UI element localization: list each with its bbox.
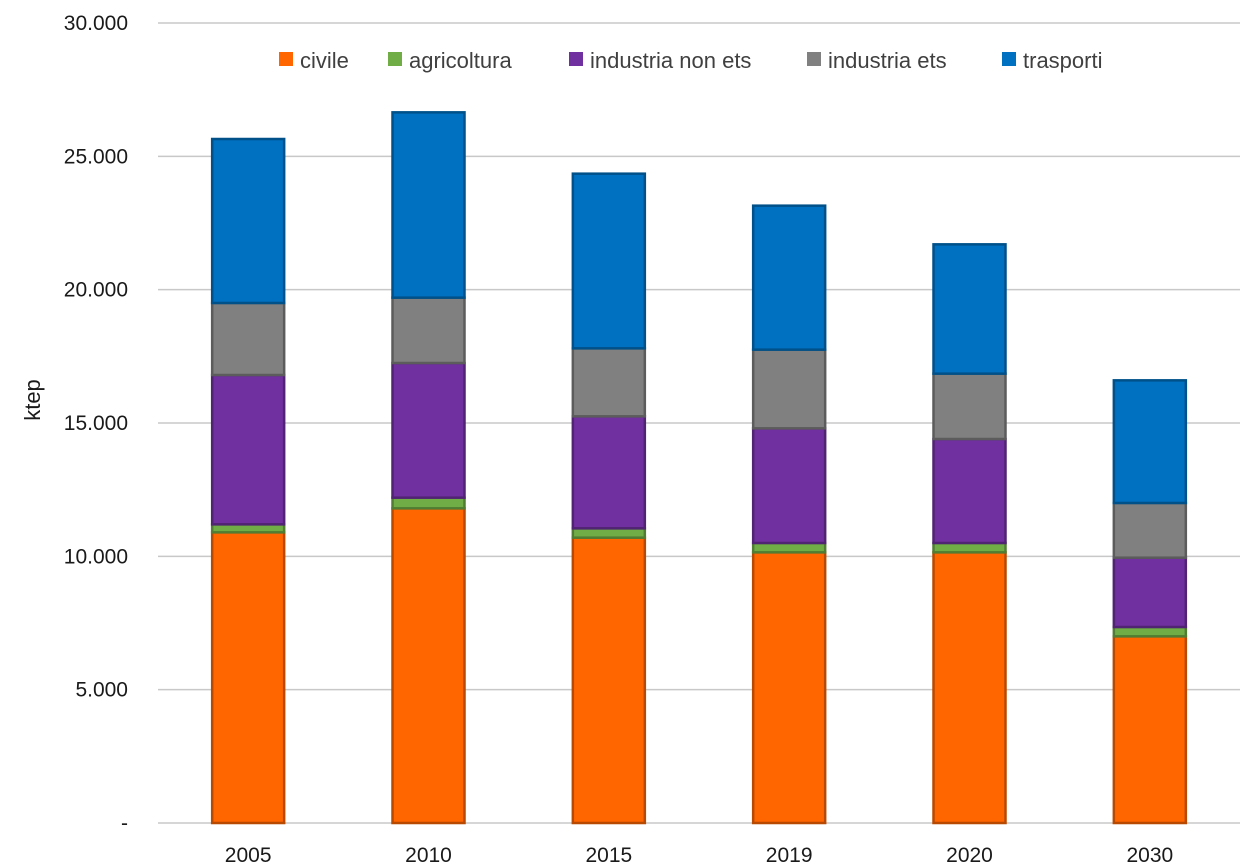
- x-tick-label: 2020: [946, 844, 993, 865]
- x-tick-label: 2015: [585, 844, 632, 865]
- bar-segment-industria-non-ets: [1112, 556, 1188, 629]
- x-tick-label: 2010: [405, 844, 452, 865]
- y-tick-label: 10.000: [64, 545, 128, 568]
- bar-segment-industria-non-ets: [932, 437, 1007, 545]
- bar-segment-civile: [391, 507, 466, 825]
- bar-segment-civile: [210, 531, 286, 825]
- bar-segment-industria-non-ets: [210, 373, 286, 526]
- y-tick-label: 5.000: [75, 679, 128, 702]
- legend-label: industria non ets: [590, 48, 751, 73]
- gridlines: [158, 22, 1240, 824]
- bar-segment-civile: [751, 551, 827, 825]
- legend-label: industria ets: [828, 48, 947, 73]
- bar-segment-industria-ets: [571, 347, 647, 418]
- x-tick-label: 2005: [225, 844, 272, 865]
- bar-segment-industria-non-ets: [571, 415, 647, 530]
- bar-segment-civile: [1112, 635, 1188, 825]
- bar-segment-agricoltura: [932, 541, 1007, 554]
- y-axis-title: ktep: [20, 379, 45, 421]
- bar-segment-civile: [571, 536, 647, 825]
- legend-label: agricoltura: [409, 48, 512, 73]
- y-tick-label: 25.000: [64, 145, 128, 168]
- bar-segment-trasporti: [932, 243, 1007, 375]
- legend-swatch: [1002, 52, 1016, 66]
- y-tick-label: 20.000: [64, 279, 128, 302]
- bar-segment-agricoltura: [1112, 625, 1188, 638]
- bar-segment-industria-ets: [932, 372, 1007, 441]
- bar-segment-trasporti: [391, 111, 466, 299]
- legend-swatch: [279, 52, 293, 66]
- bar-segment-civile: [932, 551, 1007, 825]
- legend-swatch: [569, 52, 583, 66]
- bar-segment-industria-ets: [210, 301, 286, 377]
- x-tick-label: 2019: [766, 844, 813, 865]
- y-tick-label: 15.000: [64, 412, 128, 435]
- y-tick-label: 30.000: [64, 12, 128, 35]
- legend-label: trasporti: [1023, 48, 1102, 73]
- bar-segment-trasporti: [571, 172, 647, 350]
- bars: [210, 111, 1188, 825]
- bar-segment-industria-non-ets: [391, 361, 466, 499]
- bar-segment-trasporti: [1112, 379, 1188, 505]
- bar-segment-industria-ets: [751, 348, 827, 430]
- legend-swatch: [807, 52, 821, 66]
- bar-segment-agricoltura: [391, 496, 466, 510]
- legend-swatch: [388, 52, 402, 66]
- x-tick-label: 2030: [1126, 844, 1173, 865]
- bar-segment-agricoltura: [571, 527, 647, 539]
- legend: civile agricoltura industria non ets indust…: [279, 48, 1102, 73]
- legend-label: civile: [300, 48, 349, 73]
- bar-segment-agricoltura: [751, 541, 827, 554]
- y-axis-ticks: - 5.000 10.000 15.000 20.000 25.000 30.000: [64, 12, 128, 835]
- bar-segment-trasporti: [751, 204, 827, 351]
- bar-segment-industria-ets: [1112, 501, 1188, 559]
- bar-segment-industria-non-ets: [751, 427, 827, 545]
- y-tick-label: -: [121, 812, 128, 835]
- bar-segment-trasporti: [210, 137, 286, 305]
- x-axis-ticks: 2005 2010 2015 2019 2020 2030: [225, 844, 1173, 865]
- bar-segment-industria-ets: [391, 296, 466, 365]
